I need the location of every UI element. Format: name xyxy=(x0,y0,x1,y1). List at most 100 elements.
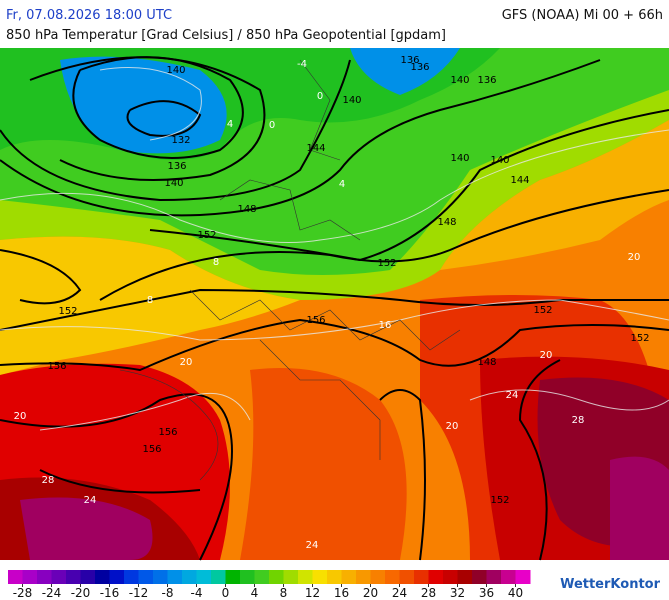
color-step xyxy=(341,570,357,584)
isohypse-label: 144 xyxy=(510,175,529,186)
isotherm-label: 8 xyxy=(147,295,153,306)
color-step xyxy=(51,570,67,584)
isotherm-label: 0 xyxy=(269,120,275,131)
isohypse-label: 132 xyxy=(171,135,190,146)
isohypse-label: 140 xyxy=(164,178,183,189)
color-step xyxy=(153,570,168,584)
color-step xyxy=(457,570,473,584)
isohypse-label: 156 xyxy=(47,361,66,372)
legend-tick-label: 20 xyxy=(363,586,378,600)
isohypse-label: 156 xyxy=(142,444,161,455)
isotherm-label: 20 xyxy=(628,252,641,263)
color-step xyxy=(80,570,96,584)
legend-tick-label: 16 xyxy=(334,586,349,600)
color-step xyxy=(167,570,183,584)
model-run: GFS (NOAA) Mi 00 + 66h xyxy=(502,8,663,23)
legend-tick-label: 8 xyxy=(280,586,288,600)
isotherm-label: 20 xyxy=(14,411,27,422)
color-step xyxy=(327,570,342,584)
color-step xyxy=(22,570,38,584)
isohypse-label: 140 xyxy=(342,95,361,106)
isotherm-label: 24 xyxy=(84,495,97,506)
legend-tick-label: 28 xyxy=(421,586,436,600)
legend-tick-label: -16 xyxy=(100,586,120,600)
legend-tick-label: 36 xyxy=(479,586,494,600)
color-step xyxy=(298,570,313,584)
isotherm-label: 24 xyxy=(306,540,319,551)
color-step xyxy=(138,570,154,584)
color-step xyxy=(196,570,212,584)
color-step xyxy=(443,570,458,584)
datetime: Fr, 07.08.2026 18:00 UTC xyxy=(6,8,172,23)
isohypse-label: 148 xyxy=(477,357,496,368)
color-step xyxy=(356,570,371,584)
color-step xyxy=(109,570,125,584)
isohypse-label: 156 xyxy=(158,427,177,438)
isohypse-label: 152 xyxy=(490,495,509,506)
color-step xyxy=(385,570,400,584)
legend-tick-label: -28 xyxy=(13,586,33,600)
isohypse-label: 152 xyxy=(630,333,649,344)
color-step xyxy=(240,570,255,584)
isotherm-label: 0 xyxy=(317,91,323,102)
color-step xyxy=(95,570,110,584)
isohypse-label: 144 xyxy=(306,143,325,154)
logo: WetterKontor xyxy=(560,577,661,592)
legend-tick-label: 24 xyxy=(392,586,407,600)
color-step xyxy=(124,570,139,584)
isohypse-label: 136 xyxy=(400,55,419,66)
isohypse-label: 136 xyxy=(167,161,186,172)
isotherm-label: 20 xyxy=(180,357,193,368)
color-step xyxy=(501,570,516,584)
color-step xyxy=(8,570,23,584)
isotherm-label: 28 xyxy=(572,415,585,426)
color-step xyxy=(312,570,328,584)
color-step xyxy=(66,570,81,584)
isohypse-label: 148 xyxy=(437,217,456,228)
isotherm-label: -4 xyxy=(297,59,307,70)
color-step xyxy=(399,570,415,584)
map xyxy=(0,48,669,561)
legend-tick-label: -8 xyxy=(162,586,174,600)
isotherm-label: 4 xyxy=(339,179,345,190)
color-step xyxy=(472,570,487,584)
isohypse-label: 156 xyxy=(306,315,325,326)
color-step xyxy=(254,570,270,584)
legend-tick-label: 4 xyxy=(251,586,259,600)
legend-tick-label: 0 xyxy=(222,586,230,600)
isohypse-label: 152 xyxy=(377,258,396,269)
color-step xyxy=(486,570,502,584)
isohypse-label: 136 xyxy=(477,75,496,86)
isohypse-label: 140 xyxy=(450,75,469,86)
color-step xyxy=(37,570,52,584)
color-legend: -28 -24 -20 -16 -12 -8 -4 0 4 8 12 16 20 24 28 32 36 40 xyxy=(8,570,531,600)
contour-labels: 1401321361401361401401441481521521521561… xyxy=(14,55,650,551)
color-step xyxy=(428,570,444,584)
color-step xyxy=(182,570,197,584)
color-step xyxy=(269,570,284,584)
isotherm-label: 24 xyxy=(506,390,519,401)
isohypse-label: 140 xyxy=(450,153,469,164)
color-step xyxy=(211,570,226,584)
legend-tick-label: 40 xyxy=(508,586,523,600)
color-step xyxy=(414,570,429,584)
isohypse-label: 152 xyxy=(533,305,552,316)
isotherm-label: 20 xyxy=(446,421,459,432)
isotherm-label: 20 xyxy=(540,350,553,361)
isohypse-label: 140 xyxy=(490,155,509,166)
color-step xyxy=(370,570,386,584)
legend-tick-label: -20 xyxy=(71,586,91,600)
isohypse-label: 140 xyxy=(166,65,185,76)
isotherm-label: 4 xyxy=(227,119,233,130)
color-step xyxy=(283,570,299,584)
color-step xyxy=(515,570,531,584)
legend-tick-label: 32 xyxy=(450,586,465,600)
isohypse-label: 136 xyxy=(410,62,429,73)
isohypse-label: 148 xyxy=(237,204,256,215)
legend-tick-label: -24 xyxy=(42,586,62,600)
legend-tick-label: 12 xyxy=(305,586,320,600)
isotherm-label: 8 xyxy=(213,257,219,268)
legend-tick-label: -4 xyxy=(191,586,203,600)
